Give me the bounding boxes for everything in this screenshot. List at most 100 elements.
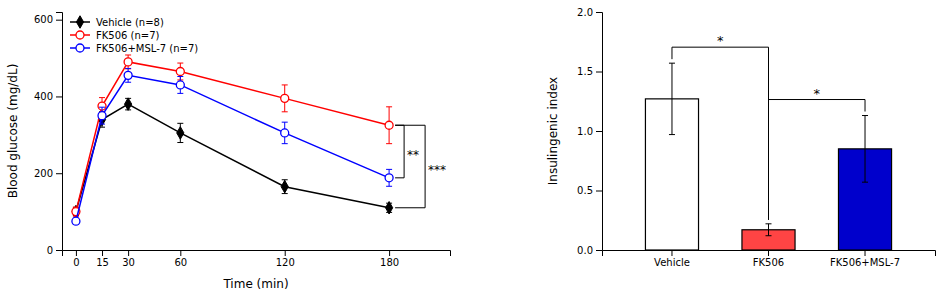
legend-label: FK506 (n=7) bbox=[96, 30, 160, 41]
tick-mark bbox=[596, 131, 602, 132]
tick-label: 0.5 bbox=[577, 185, 593, 196]
annotation: * bbox=[717, 33, 724, 48]
tick: 0 bbox=[73, 250, 79, 268]
data-point bbox=[98, 112, 106, 120]
error-bar bbox=[386, 169, 392, 186]
tick: FK506 bbox=[753, 250, 784, 268]
axis-line bbox=[603, 251, 936, 257]
tick: 30 bbox=[122, 250, 135, 268]
tick-label: 0.0 bbox=[577, 245, 593, 256]
y-axis: 0.0 0.5 1.0 1.5 2.0 bbox=[577, 7, 602, 256]
tick-label: 15 bbox=[96, 257, 109, 268]
tick: 600 bbox=[34, 14, 62, 25]
tick: 15 bbox=[96, 250, 109, 268]
tick-mark bbox=[56, 173, 62, 174]
tick-label: 400 bbox=[34, 91, 53, 102]
annotation: ** bbox=[407, 148, 419, 162]
y-axis-title: Insulingenic index bbox=[546, 77, 560, 185]
annotation: *** bbox=[428, 163, 446, 177]
tick: 1.0 bbox=[577, 126, 602, 137]
tick-mark bbox=[768, 250, 769, 256]
tick-label: 0 bbox=[73, 257, 79, 268]
tick-mark bbox=[389, 250, 390, 256]
tick-label: 600 bbox=[34, 14, 53, 25]
legend: Vehicle (n=8) FK506 (n=7) FK506+MSL-7 (n=7… bbox=[70, 16, 198, 54]
error-bar bbox=[282, 180, 288, 194]
tick-mark bbox=[180, 250, 181, 256]
data-point bbox=[176, 68, 184, 76]
annotation: * bbox=[814, 86, 821, 101]
tick-mark bbox=[596, 191, 602, 192]
tick-label: 1.0 bbox=[577, 126, 593, 137]
tick: 0 bbox=[47, 245, 62, 256]
legend-label: FK506+MSL-7 (n=7) bbox=[96, 43, 198, 54]
x-axis-title: Time (min) bbox=[222, 277, 288, 291]
tick-label: 180 bbox=[380, 257, 399, 268]
significance-bracket bbox=[395, 125, 425, 208]
data-point bbox=[72, 217, 80, 225]
series bbox=[72, 55, 393, 216]
tick: 400 bbox=[34, 91, 62, 102]
data-point bbox=[385, 202, 392, 214]
y-axis: 0 200 400 600 bbox=[34, 13, 63, 256]
tick-mark bbox=[285, 250, 286, 256]
error-bar bbox=[177, 76, 183, 93]
tick: 60 bbox=[174, 250, 187, 268]
tick-label: 200 bbox=[34, 168, 53, 179]
tick-label: 60 bbox=[174, 257, 187, 268]
tick-label: 2.0 bbox=[577, 7, 593, 18]
tick-mark bbox=[671, 250, 672, 256]
tick-label: FK506 bbox=[753, 257, 784, 268]
data-point bbox=[176, 81, 184, 89]
data-point bbox=[124, 58, 132, 66]
x-axis: 0 15 30 60 120 180 bbox=[63, 250, 451, 268]
plot-area bbox=[72, 55, 393, 225]
tick-mark bbox=[56, 20, 62, 21]
y-axis-title: Blood glucose (mg/dL) bbox=[6, 64, 20, 199]
tick: 120 bbox=[276, 250, 295, 268]
data-point bbox=[385, 174, 393, 182]
tick: Vehicle bbox=[654, 250, 690, 268]
tick-mark bbox=[56, 250, 62, 251]
data-point bbox=[281, 94, 289, 102]
error-bar bbox=[282, 85, 288, 112]
x-axis: Vehicle FK506 FK506+MSL-7 bbox=[603, 250, 936, 268]
data-point bbox=[385, 121, 393, 129]
error-bar bbox=[125, 98, 131, 110]
tick-mark bbox=[865, 250, 866, 256]
tick: 2.0 bbox=[577, 7, 602, 18]
legend-marker bbox=[76, 44, 84, 52]
legend-item: FK506 (n=7) bbox=[70, 30, 160, 41]
axis-line bbox=[596, 13, 603, 251]
error-bar bbox=[125, 68, 131, 82]
error-bar bbox=[125, 55, 131, 69]
error-bar bbox=[177, 123, 183, 142]
significance-bracket bbox=[769, 100, 866, 220]
tick-mark bbox=[596, 12, 602, 13]
tick-mark bbox=[596, 250, 602, 251]
tick-label: FK506+MSL-7 bbox=[830, 257, 900, 268]
data-point bbox=[177, 127, 184, 139]
data-point bbox=[281, 129, 289, 137]
legend-marker bbox=[76, 16, 83, 28]
axis-line bbox=[63, 251, 451, 257]
tick-mark bbox=[76, 250, 77, 256]
tick: 200 bbox=[34, 168, 62, 179]
tick-label: 0 bbox=[47, 245, 53, 256]
tick-label: 1.5 bbox=[577, 66, 593, 77]
tick: 1.5 bbox=[577, 66, 602, 77]
legend-label: Vehicle (n=8) bbox=[96, 17, 164, 28]
tick: FK506+MSL-7 bbox=[830, 250, 900, 268]
legend-item: FK506+MSL-7 (n=7) bbox=[70, 43, 198, 54]
tick: 180 bbox=[380, 250, 399, 268]
series bbox=[72, 98, 392, 218]
tick-label: 120 bbox=[276, 257, 295, 268]
tick: 0.0 bbox=[577, 245, 602, 256]
error-bar bbox=[766, 224, 772, 236]
error-bar bbox=[282, 122, 288, 143]
error-bar bbox=[73, 218, 79, 224]
data-point bbox=[125, 98, 132, 110]
legend-item: Vehicle (n=8) bbox=[70, 16, 164, 28]
error-bar bbox=[669, 63, 675, 134]
data-point bbox=[124, 71, 132, 79]
